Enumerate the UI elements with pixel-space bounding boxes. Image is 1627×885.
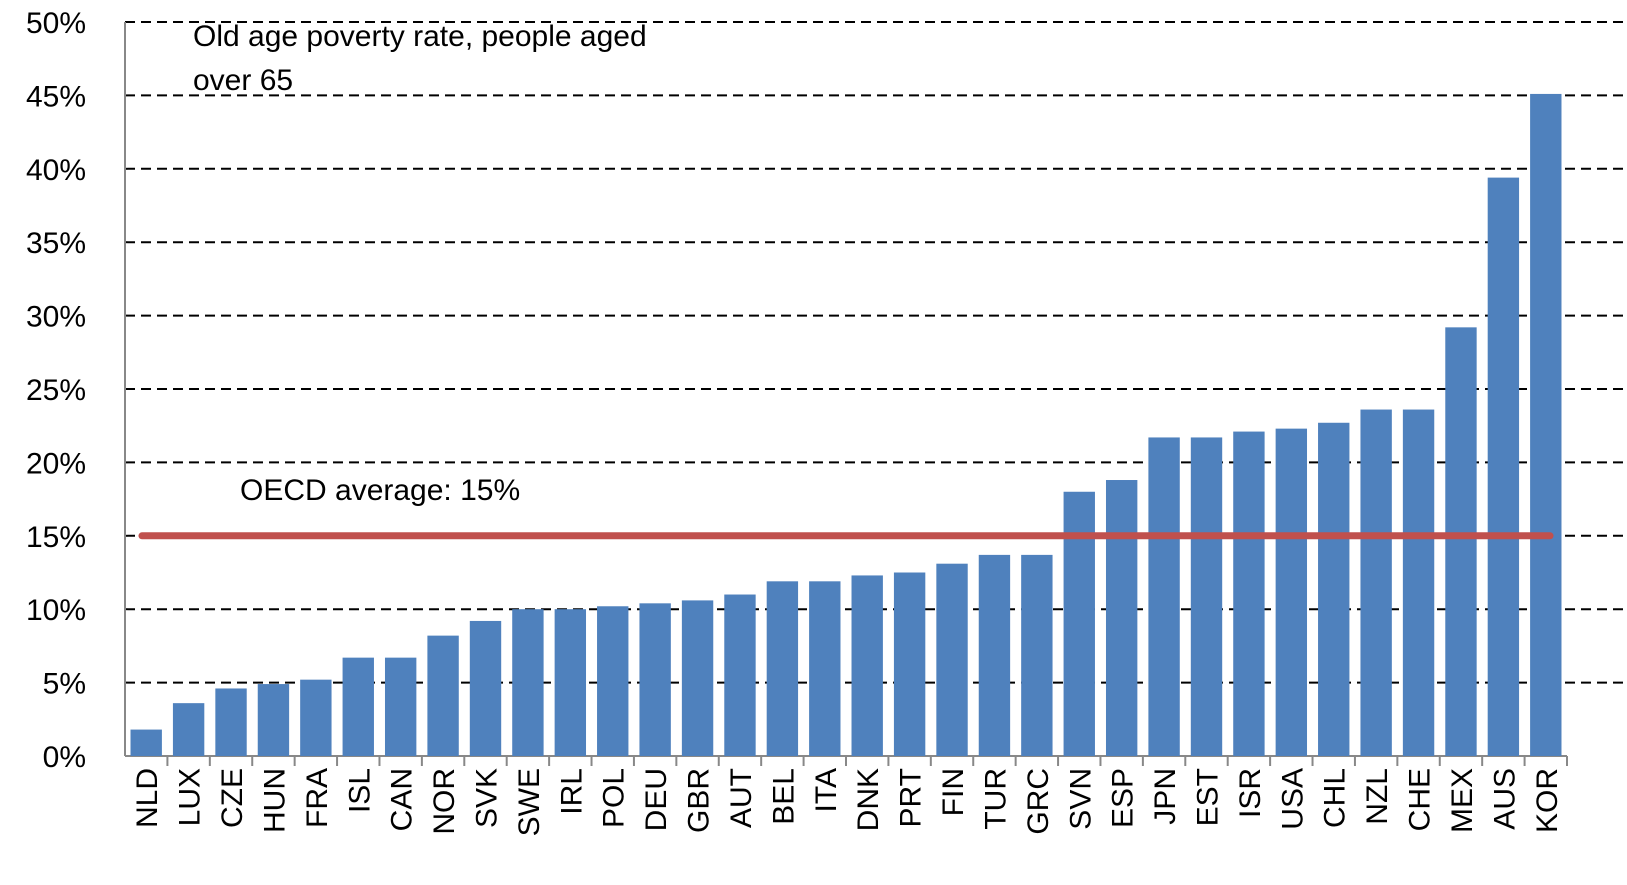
x-tick-label: POL [598,768,631,828]
x-tick-label: DNK [852,768,885,831]
bar [512,609,544,756]
x-tick-label: ISR [1234,768,1267,818]
x-tick-label: CHE [1404,768,1437,831]
y-tick-label: 0% [43,741,86,774]
x-tick-label: ITA [810,768,843,812]
x-tick-label: NOR [428,768,461,835]
bar [342,657,374,756]
x-tick-label: LUX [174,768,207,826]
bar [130,729,162,756]
bar [1402,409,1435,756]
bar [1275,428,1308,756]
bar [300,679,332,756]
x-tick-label: HUN [258,768,291,833]
x-tick-label: FIN [937,768,970,816]
bar [1318,422,1350,756]
bar [724,594,756,756]
y-tick-label: 35% [26,227,86,260]
bar [1530,93,1562,756]
x-tick-label: GBR [683,768,716,833]
y-tick-label: 50% [26,7,86,40]
x-tick-label: NZL [1361,768,1394,825]
x-tick-label: SVK [471,768,504,828]
annotation: over 65 [193,64,293,97]
bar [1148,437,1180,756]
x-tick-label: AUT [725,768,758,828]
average-label: OECD average: 15% [240,474,520,507]
bar [172,703,205,756]
y-tick-label: 30% [26,301,86,334]
bar [597,606,629,756]
bar [427,635,459,756]
bar [1063,491,1095,756]
x-tick-label: JPN [1149,768,1182,825]
bar [1360,409,1392,756]
bar [1021,554,1053,756]
bar [1233,431,1265,756]
bar [681,600,714,756]
x-tick-label: FRA [301,768,334,828]
bar [1105,480,1138,756]
x-tick-label: CHL [1319,768,1352,828]
x-tick-label: USA [1276,768,1309,830]
y-tick-label: 5% [43,668,86,701]
bar [893,572,926,756]
bar [257,684,290,756]
x-tick-label: ESP [1107,768,1140,828]
bar [1487,177,1520,756]
bar [809,581,841,756]
x-tick-label: SWE [513,768,546,836]
x-tick-label: CZE [216,768,249,828]
bar [936,563,968,756]
y-tick-label: 20% [26,447,86,480]
y-tick-label: 40% [26,154,86,187]
annotation: Old age poverty rate, people aged [193,20,647,53]
bar [554,609,587,756]
bar [978,554,1011,756]
x-tick-label: EST [1192,768,1225,826]
y-tick-label: 25% [26,374,86,407]
y-tick-label: 45% [26,80,86,113]
bar [1190,437,1223,756]
bar [1445,327,1477,756]
bar [384,657,417,756]
x-tick-label: PRT [895,768,928,827]
x-tick-label: NLD [131,768,164,828]
x-tick-label: ISL [343,768,376,813]
bar [766,581,799,756]
x-tick-label: DEU [640,768,673,831]
x-tick-label: TUR [979,768,1012,830]
x-tick-label: KOR [1531,768,1564,833]
bar [469,620,502,756]
x-tick-label: SVN [1064,768,1097,830]
bar [215,688,247,756]
bar [851,575,883,756]
x-tick-label: AUS [1488,768,1521,830]
x-tick-label: MEX [1446,768,1479,833]
x-tick-label: BEL [767,768,800,825]
x-tick-label: IRL [555,768,588,815]
y-tick-label: 15% [26,521,86,554]
bar [639,603,671,756]
y-tick-label: 10% [26,594,86,627]
x-tick-label: GRC [1022,768,1055,835]
x-tick-label: CAN [386,768,419,831]
